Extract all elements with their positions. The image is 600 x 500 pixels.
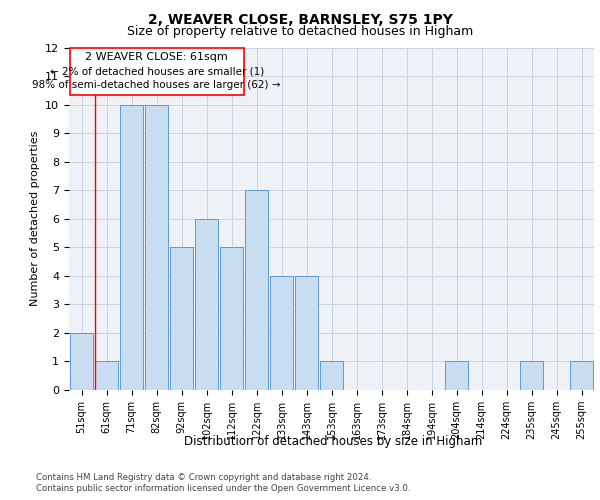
Bar bbox=[194, 219, 218, 390]
Bar bbox=[445, 362, 469, 390]
Bar bbox=[119, 104, 143, 390]
Text: Size of property relative to detached houses in Higham: Size of property relative to detached ho… bbox=[127, 25, 473, 38]
Text: ← 2% of detached houses are smaller (1): ← 2% of detached houses are smaller (1) bbox=[50, 66, 264, 76]
Bar bbox=[569, 362, 593, 390]
Bar bbox=[320, 362, 343, 390]
Bar bbox=[245, 190, 268, 390]
Text: 2 WEAVER CLOSE: 61sqm: 2 WEAVER CLOSE: 61sqm bbox=[85, 52, 228, 62]
Bar bbox=[95, 362, 118, 390]
Bar bbox=[220, 248, 244, 390]
Text: 2, WEAVER CLOSE, BARNSLEY, S75 1PY: 2, WEAVER CLOSE, BARNSLEY, S75 1PY bbox=[148, 12, 452, 26]
Bar bbox=[145, 104, 169, 390]
Bar bbox=[70, 48, 244, 94]
Bar bbox=[295, 276, 319, 390]
Y-axis label: Number of detached properties: Number of detached properties bbox=[29, 131, 40, 306]
Bar bbox=[520, 362, 544, 390]
Text: Distribution of detached houses by size in Higham: Distribution of detached houses by size … bbox=[184, 435, 482, 448]
Text: 98% of semi-detached houses are larger (62) →: 98% of semi-detached houses are larger (… bbox=[32, 80, 281, 90]
Bar bbox=[70, 333, 94, 390]
Bar bbox=[269, 276, 293, 390]
Text: Contains public sector information licensed under the Open Government Licence v3: Contains public sector information licen… bbox=[36, 484, 410, 493]
Text: Contains HM Land Registry data © Crown copyright and database right 2024.: Contains HM Land Registry data © Crown c… bbox=[36, 472, 371, 482]
Bar bbox=[170, 248, 193, 390]
